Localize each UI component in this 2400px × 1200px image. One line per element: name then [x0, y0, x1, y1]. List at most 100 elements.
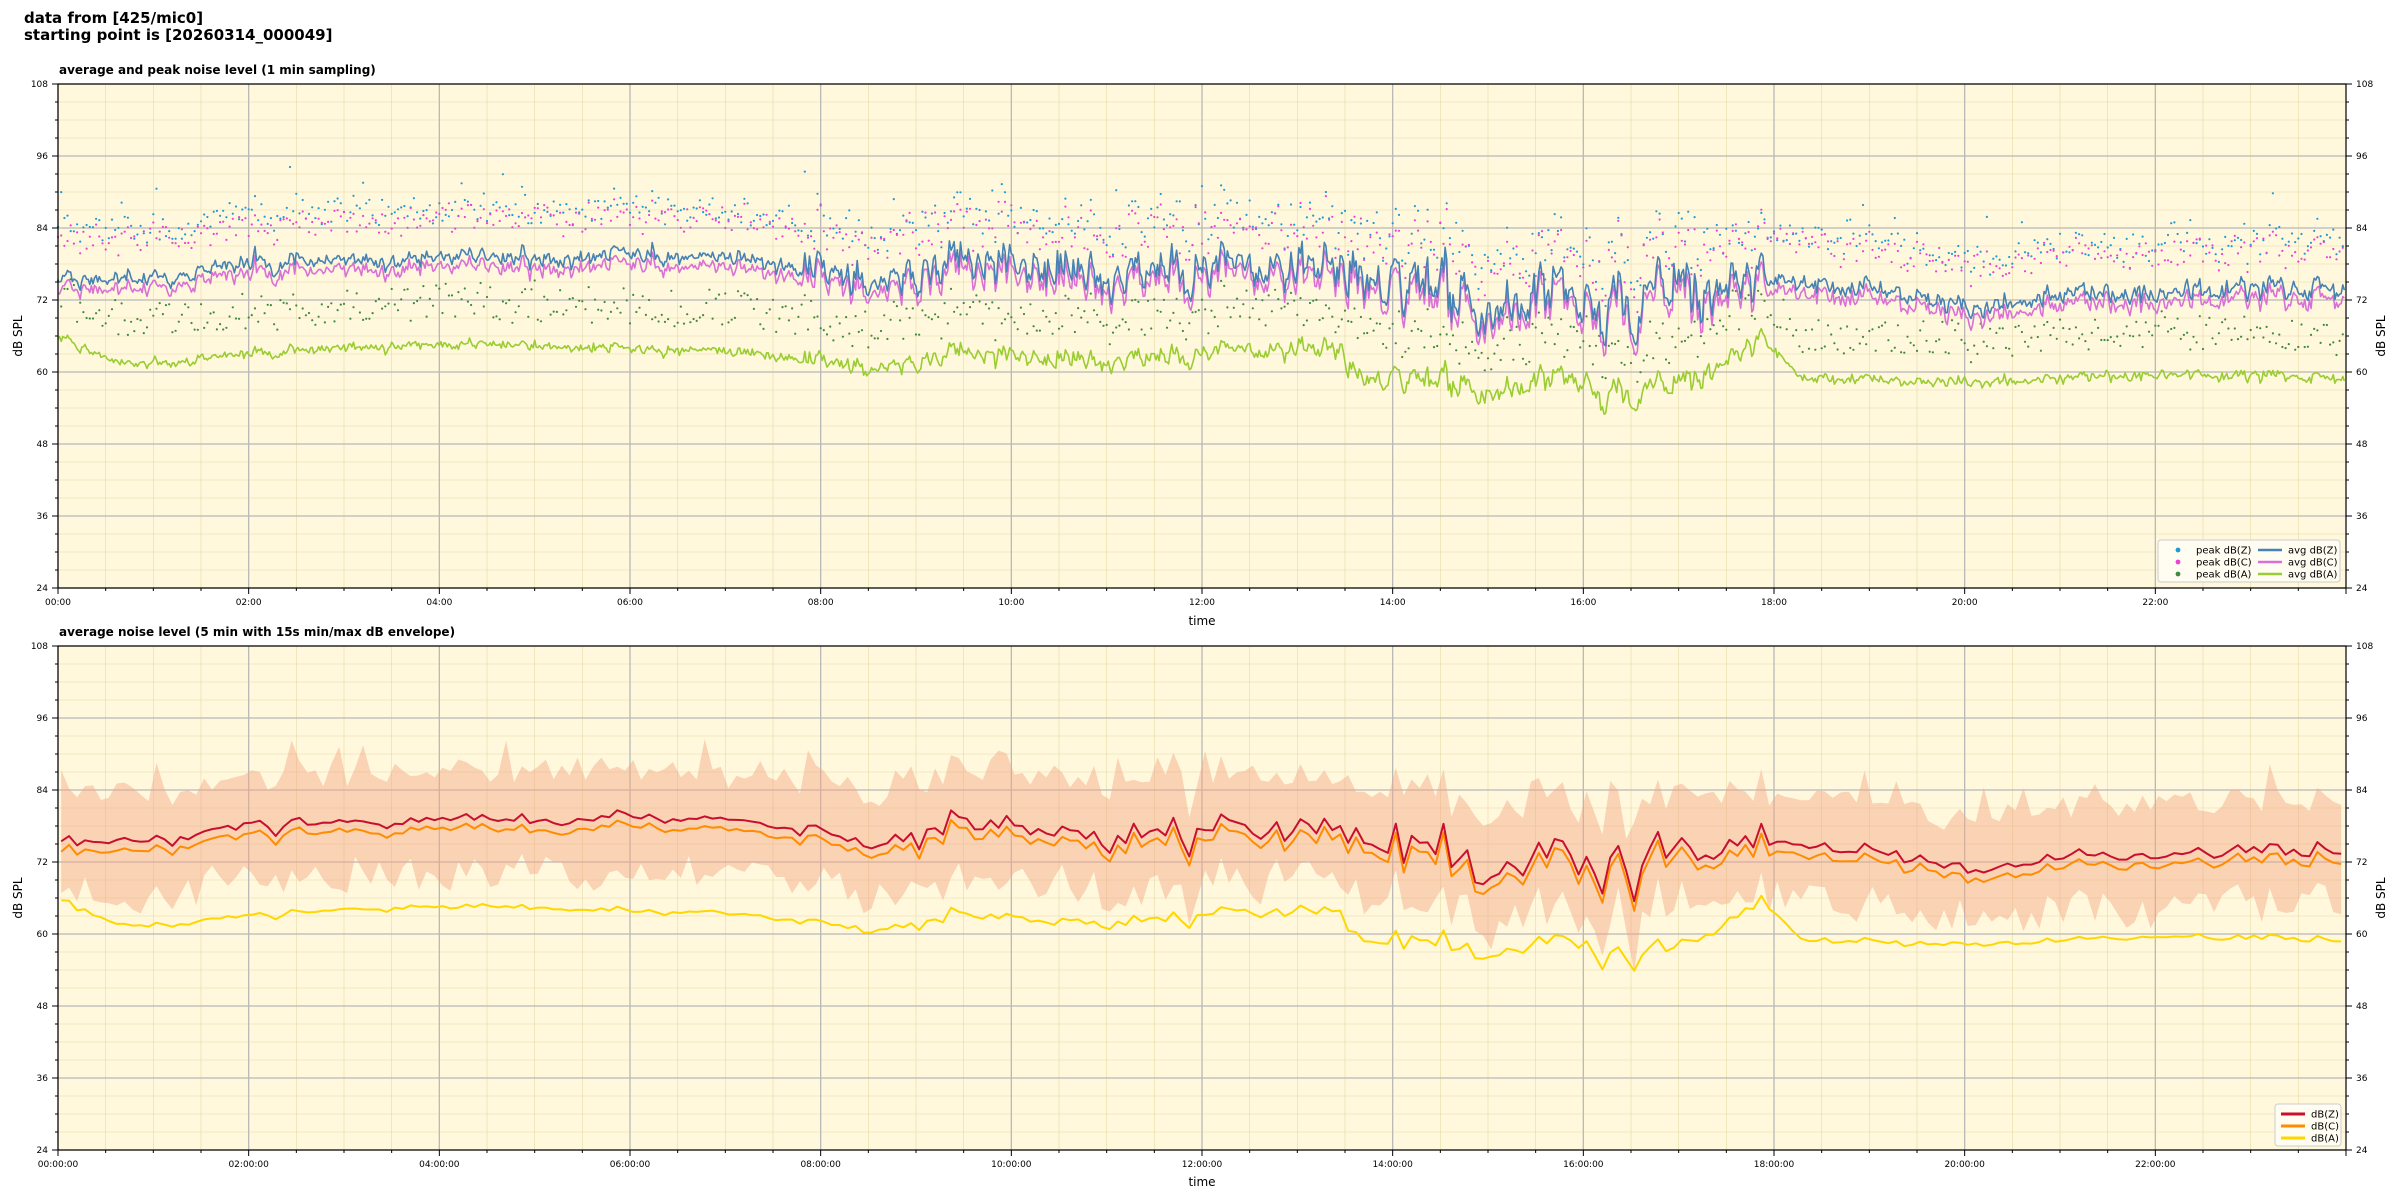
data-point [1207, 238, 1210, 241]
data-point [530, 222, 533, 225]
data-point [756, 228, 759, 231]
data-point [1944, 270, 1947, 273]
data-point [133, 237, 136, 240]
data-point [1493, 262, 1496, 266]
data-point [2151, 249, 2154, 252]
data-point [1181, 329, 1184, 333]
data-point [1515, 253, 1518, 256]
data-point [1785, 239, 1788, 242]
data-point [2281, 237, 2284, 240]
data-point [2281, 249, 2284, 252]
data-point [2055, 257, 2058, 260]
data-point [733, 316, 737, 319]
data-point [651, 318, 654, 321]
data-point [1957, 254, 1960, 257]
data-point [282, 301, 285, 304]
data-point [921, 309, 924, 312]
data-point [1156, 206, 1159, 209]
data-point [565, 220, 568, 223]
data-point [1931, 351, 1934, 354]
data-point [1140, 231, 1143, 234]
data-point [2275, 342, 2278, 345]
data-point [832, 339, 835, 342]
data-point [600, 223, 603, 226]
data-point [1614, 252, 1617, 255]
data-point [152, 221, 155, 224]
data-point [848, 332, 851, 335]
data-point [1019, 221, 1023, 224]
data-point [838, 231, 841, 234]
data-point [721, 323, 724, 326]
data-point [1315, 298, 1318, 301]
data-point [1947, 258, 1950, 261]
data-point [514, 311, 517, 314]
data-point [2128, 267, 2131, 270]
data-point [889, 318, 892, 321]
data-point [1308, 301, 1312, 305]
data-point [816, 192, 819, 195]
data-point [501, 210, 504, 213]
data-point [2338, 250, 2341, 253]
data-point [1200, 298, 1204, 301]
data-point [450, 294, 454, 297]
data-point [708, 213, 711, 216]
data-point [1703, 231, 1706, 234]
data-point [1560, 216, 1563, 219]
data-point [346, 289, 349, 292]
data-point [1397, 213, 1401, 216]
data-point [2173, 240, 2176, 243]
data-point [164, 304, 168, 307]
data-point [1118, 224, 1121, 227]
data-point [266, 303, 269, 306]
data-point [1903, 238, 1906, 241]
data-point [549, 213, 552, 216]
data-point [2208, 251, 2211, 254]
data-point [1188, 258, 1191, 261]
data-point [428, 297, 431, 300]
data-point [114, 299, 117, 302]
data-point [130, 320, 133, 323]
data-point [2322, 323, 2325, 326]
data-point [749, 224, 752, 227]
data-point [2043, 243, 2046, 246]
data-point [1334, 256, 1337, 259]
data-point [495, 209, 498, 212]
data-point [1150, 327, 1153, 330]
data-point [1649, 231, 1652, 234]
data-point [76, 320, 79, 323]
data-point [2211, 244, 2214, 247]
data-point [1150, 207, 1153, 210]
data-point [2329, 343, 2332, 346]
data-point [505, 302, 508, 305]
data-point [530, 288, 533, 291]
data-point [879, 329, 883, 333]
data-point [1274, 212, 1277, 215]
data-point [1302, 233, 1305, 236]
data-point [2265, 252, 2268, 255]
y-tick-label: 84 [37, 786, 49, 796]
data-point [1852, 237, 1855, 240]
data-point [2055, 337, 2058, 340]
data-point [82, 226, 85, 229]
y-tick-label: 84 [37, 224, 49, 234]
data-point [498, 219, 501, 223]
data-point [1591, 259, 1594, 262]
data-point [1518, 276, 1521, 280]
data-point [1896, 249, 1899, 253]
data-point [727, 220, 730, 223]
data-point [1267, 242, 1270, 245]
data-point [136, 317, 139, 321]
data-point [832, 236, 835, 239]
data-point [311, 319, 314, 322]
data-point [841, 335, 845, 338]
data-point [1407, 244, 1410, 247]
data-point [180, 313, 183, 316]
data-point [1868, 230, 1871, 233]
data-point [1569, 249, 1572, 253]
data-point [2189, 254, 2192, 257]
data-point [1919, 249, 1922, 252]
data-point [346, 219, 349, 222]
data-point [717, 293, 721, 296]
data-point [1966, 260, 1969, 263]
data-point [253, 214, 257, 217]
